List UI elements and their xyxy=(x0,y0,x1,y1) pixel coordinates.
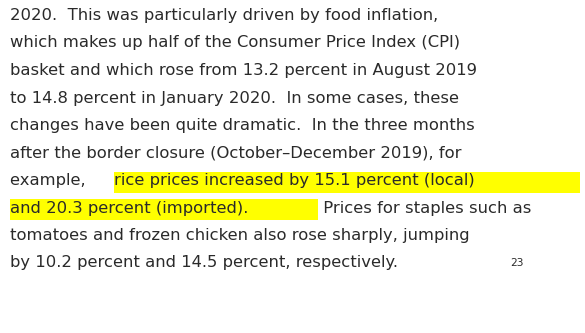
Text: 2020.  This was particularly driven by food inflation,: 2020. This was particularly driven by fo… xyxy=(10,8,438,23)
Text: tomatoes and frozen chicken also rose sharply, jumping: tomatoes and frozen chicken also rose sh… xyxy=(10,228,470,243)
Bar xyxy=(9,199,318,220)
Text: and 20.3 percent (imported).: and 20.3 percent (imported). xyxy=(10,200,249,215)
Text: rice prices increased by 15.1 percent (local): rice prices increased by 15.1 percent (l… xyxy=(114,173,475,188)
Text: changes have been quite dramatic.  In the three months: changes have been quite dramatic. In the… xyxy=(10,118,475,133)
Text: which makes up half of the Consumer Price Index (CPI): which makes up half of the Consumer Pric… xyxy=(10,36,460,51)
Text: 23: 23 xyxy=(511,258,524,268)
Text: Prices for staples such as: Prices for staples such as xyxy=(318,200,531,215)
Bar xyxy=(114,171,580,193)
Text: basket and which rose from 13.2 percent in August 2019: basket and which rose from 13.2 percent … xyxy=(10,63,477,78)
Text: by 10.2 percent and 14.5 percent, respectively.: by 10.2 percent and 14.5 percent, respec… xyxy=(10,255,398,270)
Text: after the border closure (October–December 2019), for: after the border closure (October–Decemb… xyxy=(10,146,462,161)
Text: example,: example, xyxy=(10,173,91,188)
Text: to 14.8 percent in January 2020.  In some cases, these: to 14.8 percent in January 2020. In some… xyxy=(10,91,459,106)
